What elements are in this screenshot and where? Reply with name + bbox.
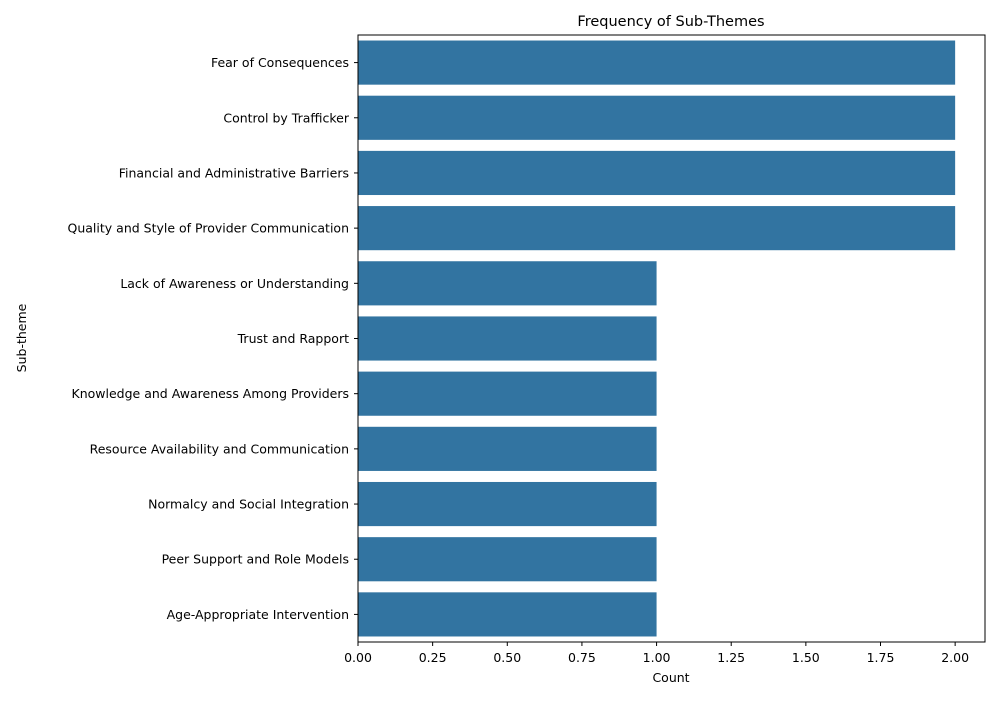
axes-frame bbox=[357, 34, 986, 643]
bar bbox=[358, 481, 657, 527]
x-tick-label: 1.00 bbox=[643, 650, 671, 665]
bar bbox=[358, 95, 956, 140]
bar bbox=[358, 206, 956, 251]
bar bbox=[358, 316, 657, 361]
y-tick-label: Normalcy and Social Integration bbox=[148, 497, 349, 512]
chart-title: Frequency of Sub-Themes bbox=[577, 14, 764, 30]
y-tick-label: Resource Availability and Communication bbox=[90, 441, 349, 456]
x-tick-label: 0.50 bbox=[493, 650, 521, 665]
y-tick-label: Peer Support and Role Models bbox=[162, 552, 349, 567]
bar bbox=[358, 371, 657, 416]
y-tick-label: Quality and Style of Provider Communicat… bbox=[68, 221, 349, 236]
x-tick-label: 1.50 bbox=[792, 650, 820, 665]
x-tick-label: 0.00 bbox=[344, 650, 372, 665]
y-tick-label: Trust and Rapport bbox=[237, 331, 349, 346]
x-tick-label: 0.75 bbox=[568, 650, 596, 665]
bar bbox=[358, 40, 956, 85]
y-tick-label: Financial and Administrative Barriers bbox=[119, 165, 349, 180]
x-tick-label: 2.00 bbox=[941, 650, 969, 665]
y-tick-label: Fear of Consequences bbox=[211, 55, 349, 70]
bar bbox=[358, 537, 657, 582]
x-ticks-group: 0.00 0.25 0.50 0.75 1.00 1.25 1.50 1.75 2.00 bbox=[344, 642, 969, 665]
x-axis-label: Count bbox=[652, 670, 689, 685]
y-axis-label: Sub-theme bbox=[14, 303, 29, 372]
x-tick-label: 1.25 bbox=[717, 650, 745, 665]
y-tick-label: Lack of Awareness or Understanding bbox=[120, 276, 349, 291]
bar bbox=[358, 150, 956, 196]
y-tick-label: Control by Trafficker bbox=[223, 110, 350, 125]
bar bbox=[358, 261, 657, 306]
x-tick-label: 0.25 bbox=[419, 650, 447, 665]
y-tick-label: Age-Appropriate Intervention bbox=[167, 607, 349, 622]
x-tick-label: 1.75 bbox=[867, 650, 895, 665]
y-ticks-group: Fear of Consequences Control by Trafficke… bbox=[68, 55, 358, 622]
axes-spines bbox=[357, 34, 986, 643]
bars-group bbox=[358, 40, 956, 637]
bar bbox=[358, 592, 657, 637]
bar bbox=[358, 426, 657, 471]
y-tick-label: Knowledge and Awareness Among Providers bbox=[72, 386, 349, 401]
